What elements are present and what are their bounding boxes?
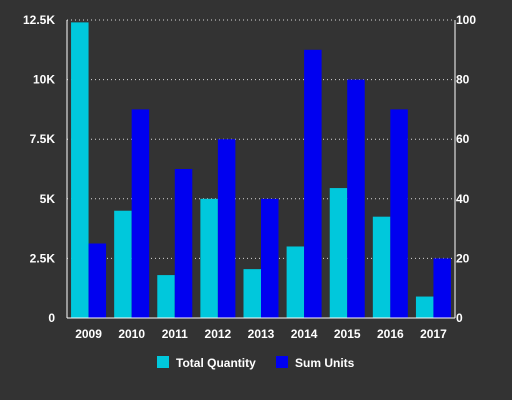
bar-total-quantity-2015 bbox=[329, 188, 348, 318]
bar-sum-units-2009 bbox=[88, 243, 107, 318]
bar-sum-units-2015 bbox=[347, 79, 365, 318]
axes bbox=[66, 20, 456, 319]
bar-sum-units-2010 bbox=[131, 109, 150, 319]
x-axis-ticks: 2009 2010 2011 2012 2013 2014 2015 2016 2017 bbox=[75, 327, 447, 341]
right-tick-label: 100 bbox=[456, 13, 476, 27]
bar-sum-units-2011 bbox=[174, 169, 193, 318]
bars bbox=[71, 22, 451, 319]
bar-sum-units-2017 bbox=[433, 258, 451, 318]
x-tick-label: 2010 bbox=[118, 327, 145, 341]
left-axis-ticks: 0 2.5K 5K 7.5K 10K 12.5K bbox=[23, 13, 55, 325]
x-tick-label: 2015 bbox=[334, 327, 361, 341]
x-tick-label: 2011 bbox=[162, 327, 188, 341]
left-tick-label: 5K bbox=[40, 192, 56, 206]
legend-swatch bbox=[157, 356, 169, 368]
legend-label: Sum Units bbox=[295, 356, 355, 370]
right-tick-label: 80 bbox=[456, 73, 470, 87]
bar-total-quantity-2012 bbox=[200, 198, 218, 318]
bar-total-quantity-2010 bbox=[114, 210, 132, 318]
right-axis-ticks: 0 20 40 60 80 100 bbox=[456, 13, 476, 325]
x-tick-label: 2014 bbox=[291, 327, 318, 341]
x-tick-label: 2016 bbox=[377, 327, 404, 341]
left-tick-label: 0 bbox=[48, 311, 55, 325]
bar-sum-units-2014 bbox=[304, 49, 322, 319]
left-tick-label: 7.5K bbox=[30, 132, 56, 146]
bar-total-quantity-2017 bbox=[415, 296, 434, 318]
bar-sum-units-2012 bbox=[217, 139, 236, 318]
left-tick-label: 10K bbox=[33, 73, 55, 87]
right-tick-label: 0 bbox=[456, 311, 463, 325]
right-tick-label: 60 bbox=[456, 132, 470, 146]
x-tick-label: 2009 bbox=[75, 327, 102, 341]
legend: Total Quantity Sum Units bbox=[157, 356, 355, 370]
legend-swatch bbox=[276, 356, 288, 368]
left-tick-label: 12.5K bbox=[23, 13, 55, 27]
right-tick-label: 20 bbox=[456, 251, 470, 265]
left-tick-label: 2.5K bbox=[30, 251, 56, 265]
bar-sum-units-2016 bbox=[390, 109, 408, 319]
bar-total-quantity-2009 bbox=[71, 22, 89, 318]
right-tick-label: 40 bbox=[456, 192, 470, 206]
x-tick-label: 2013 bbox=[248, 327, 275, 341]
bar-total-quantity-2013 bbox=[243, 269, 261, 318]
bar-total-quantity-2011 bbox=[157, 275, 175, 318]
legend-label: Total Quantity bbox=[176, 356, 256, 370]
bar-total-quantity-2014 bbox=[286, 246, 305, 318]
x-tick-label: 2012 bbox=[205, 327, 232, 341]
bar-total-quantity-2016 bbox=[372, 216, 391, 318]
bar-sum-units-2013 bbox=[261, 198, 279, 318]
x-tick-label: 2017 bbox=[420, 327, 447, 341]
